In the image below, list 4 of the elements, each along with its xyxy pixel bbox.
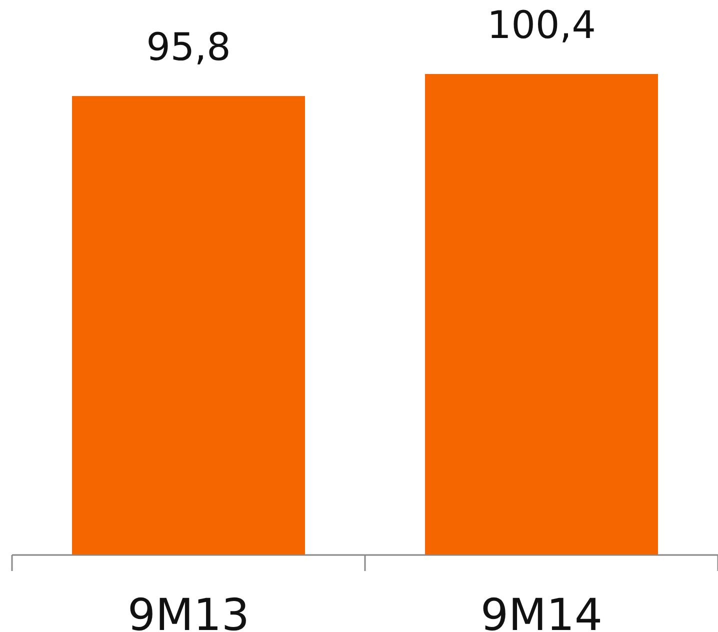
x-tick-label: 9M13 [128,590,250,632]
x-tick-label: 9M14 [480,590,602,632]
data-label: 100,4 [487,3,596,47]
data-label: 95,8 [146,25,231,70]
